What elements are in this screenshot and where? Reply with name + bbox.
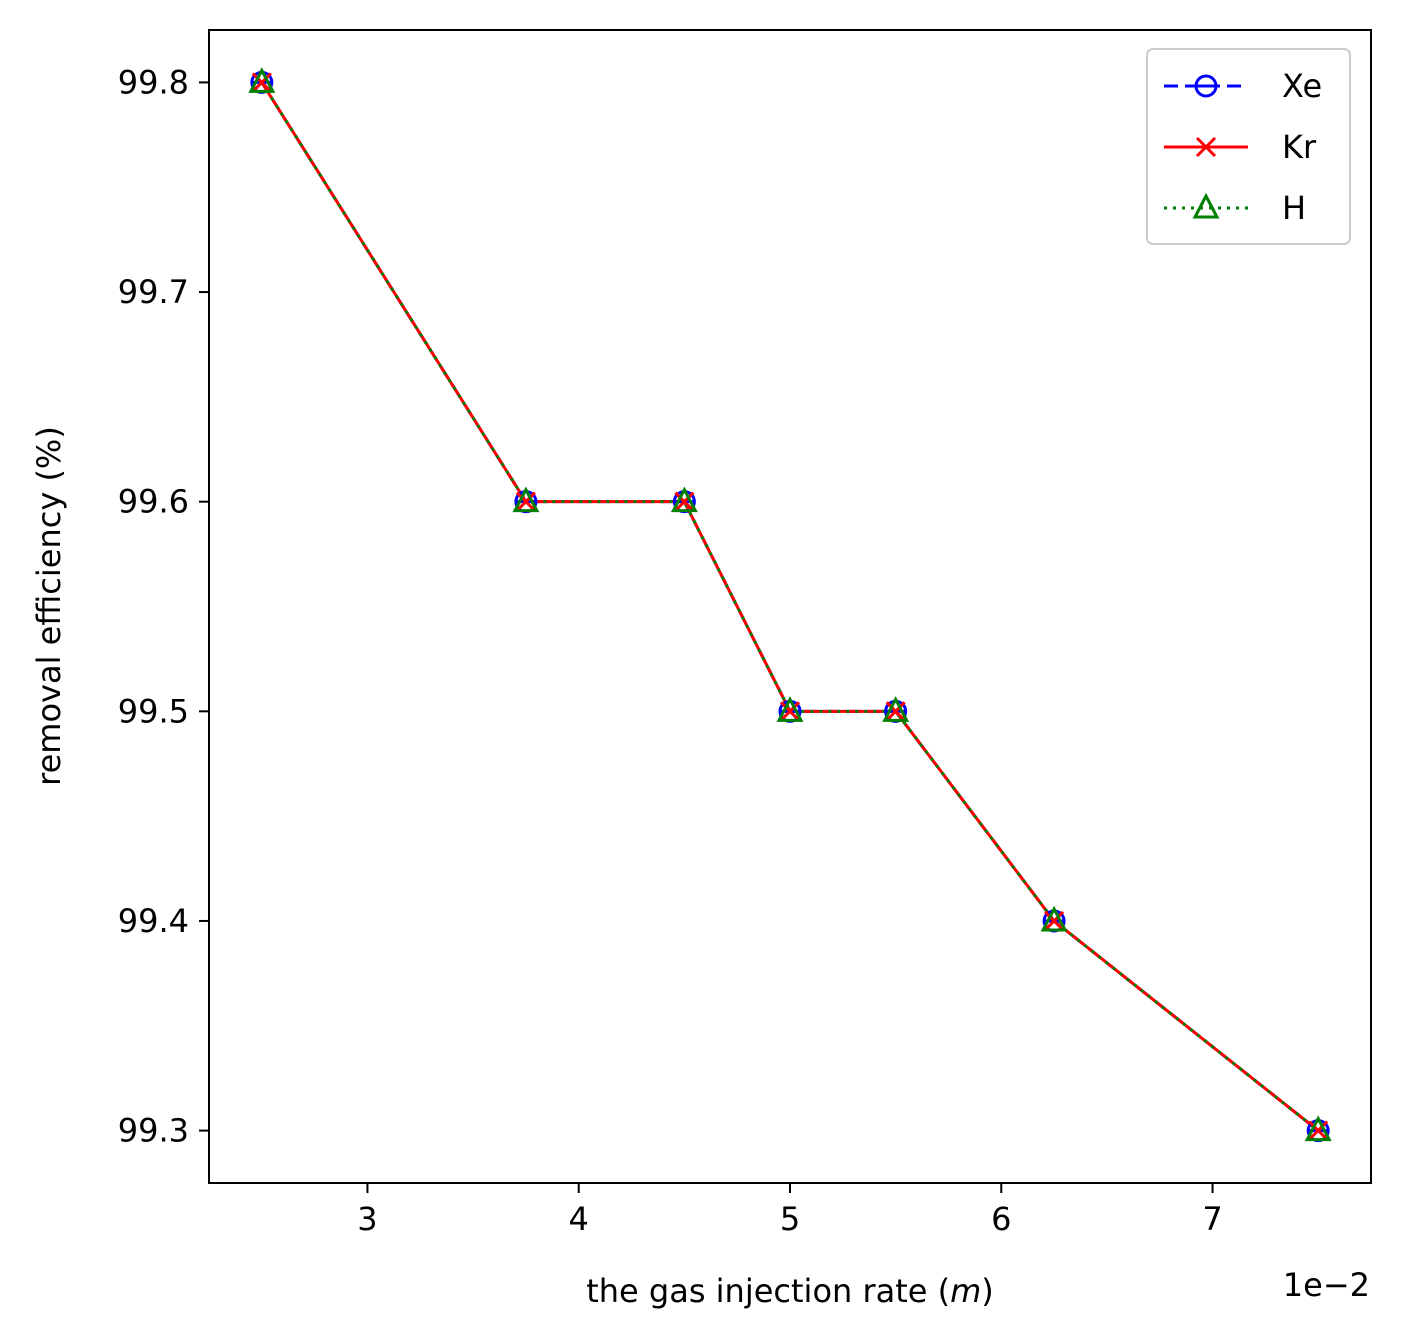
legend-marker-h	[1192, 192, 1220, 219]
data-point-h	[776, 696, 804, 722]
legend-item-kr: Kr	[1164, 128, 1317, 166]
legend-marker-xe	[1194, 74, 1218, 98]
data-point-kr	[515, 491, 536, 512]
legend-item-h: H	[1164, 189, 1306, 227]
y-tick-label: 99.7	[118, 273, 189, 311]
y-tick-label: 99.5	[118, 692, 189, 730]
data-point-h	[882, 696, 910, 722]
x-tick-label: 7	[1202, 1200, 1222, 1238]
x-tick-label: 4	[569, 1200, 589, 1238]
data-point-kr	[885, 701, 906, 722]
data-point-kr	[251, 72, 272, 93]
data-point-h	[1040, 905, 1068, 932]
data-point-kr	[779, 701, 801, 722]
y-tick-label: 99.6	[118, 483, 189, 521]
legend-label: H	[1282, 189, 1306, 227]
x-tick-label: 6	[991, 1200, 1011, 1238]
data-point-h	[248, 67, 276, 93]
y-tick-label: 99.8	[118, 63, 189, 101]
x-axis: 3 4 5 6 7	[357, 1183, 1223, 1238]
y-tick-label: 99.4	[118, 902, 189, 940]
series-layer	[248, 67, 1332, 1143]
x-tick-label: 5	[780, 1200, 800, 1238]
y-axis-label: removal efficiency (%)	[30, 426, 68, 786]
legend: Xe Kr H	[1146, 48, 1351, 245]
x-tick-label: 3	[357, 1200, 377, 1238]
y-tick-label: 99.3	[118, 1112, 189, 1150]
legend-item-xe: Xe	[1164, 67, 1322, 105]
data-point-h	[512, 486, 540, 513]
data-point-kr	[674, 491, 695, 512]
legend-marker-kr	[1195, 136, 1217, 158]
data-point-kr	[1308, 1120, 1329, 1141]
x-axis-label: the gas injection rate (m)	[586, 1272, 994, 1310]
data-point-h	[670, 486, 698, 513]
data-point-kr	[1044, 910, 1065, 932]
legend-box	[1146, 48, 1351, 245]
x-offset-text: 1e−2	[1283, 1266, 1370, 1304]
data-point-h	[1304, 1115, 1332, 1142]
legend-label: Xe	[1282, 67, 1322, 105]
legend-label: Kr	[1282, 128, 1317, 166]
y-axis: 99.3 99.4 99.5 99.6 99.7 99.8	[118, 63, 209, 1150]
